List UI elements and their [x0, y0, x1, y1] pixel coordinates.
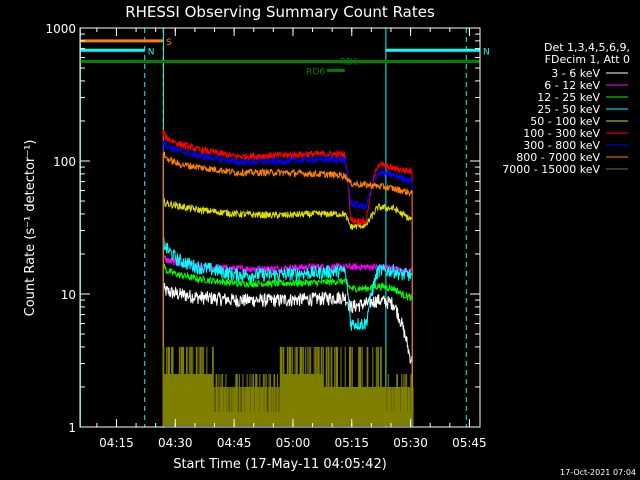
series-line: [162, 129, 413, 428]
state-bar-label-2: N: [483, 47, 490, 57]
x-axis-ticks: 04:15 04:30 04:45 05:00 05:15 05:30 05:45: [96, 28, 487, 450]
legend-label: 800 - 7000 keV: [516, 151, 600, 164]
series-300-800-kev: [162, 140, 413, 428]
series-100-300-kev: [162, 129, 413, 428]
y-tick-label: 100: [53, 155, 76, 169]
series-3-6-kev: [162, 283, 413, 428]
marker-label-0: RD6: [340, 57, 359, 67]
series-line: [162, 140, 413, 428]
legend-label: 50 - 100 keV: [530, 115, 600, 128]
series-line: [162, 262, 413, 428]
series-line: [162, 283, 413, 428]
series-800-7000-kev: [162, 151, 413, 428]
legend: Det 1,3,4,5,6,9,FDecim 1, Att 03 - 6 keV…: [502, 41, 630, 176]
x-tick-label: 05:45: [452, 436, 487, 450]
legend-header: FDecim 1, Att 0: [545, 53, 630, 66]
state-bar-0: [80, 39, 164, 43]
series-line: [162, 151, 413, 428]
y-tick-label: 10: [61, 288, 76, 302]
y-tick-label: 1: [68, 421, 76, 435]
state-bar-4: [327, 68, 345, 72]
footer-timestamp: 17-Oct-2021 07:04: [560, 468, 636, 477]
series-12-25-kev: [162, 262, 413, 428]
x-tick-label: 05:15: [334, 436, 369, 450]
legend-label: 100 - 300 keV: [523, 127, 600, 140]
state-bar-1: [80, 48, 145, 52]
series-band: [163, 386, 414, 426]
x-tick-label: 05:00: [276, 436, 311, 450]
x-tick-label: 04:15: [99, 436, 134, 450]
legend-header: Det 1,3,4,5,6,9,: [544, 41, 630, 54]
series-line: [162, 196, 413, 428]
legend-label: 25 - 50 keV: [537, 103, 600, 116]
x-tick-label: 04:45: [217, 436, 252, 450]
plot-marks: S N N RD6 RD6: [79, 28, 490, 428]
state-bar-3: [80, 59, 480, 63]
series-7000-15000-kev: [162, 346, 414, 426]
series-50-100-kev: [162, 196, 413, 428]
series-line: [162, 236, 413, 428]
x-tick-label: 05:30: [393, 436, 428, 450]
series-25-50-kev: [162, 236, 413, 428]
y-axis-ticks: 1 10 100 1000: [45, 22, 480, 435]
legend-label: 7000 - 15000 keV: [502, 163, 600, 176]
legend-label: 6 - 12 keV: [544, 79, 600, 92]
legend-label: 12 - 25 keV: [537, 91, 600, 104]
state-bar-2: [385, 48, 480, 52]
legend-label: 300 - 800 keV: [523, 139, 600, 152]
state-bar-label-4: RD6: [306, 67, 325, 77]
state-bar-label-0: S: [166, 38, 172, 48]
y-tick-label: 1000: [45, 22, 76, 36]
plot-frame: [79, 27, 481, 428]
chart-title: RHESSI Observing Summary Count Rates: [125, 3, 435, 21]
x-axis-label: Start Time (17-May-11 04:05:42): [173, 457, 387, 472]
y-axis-label: Count Rate (s⁻¹ detector⁻¹): [23, 140, 38, 317]
state-bar-label-1: N: [148, 47, 155, 57]
legend-label: 3 - 6 keV: [551, 67, 600, 80]
x-tick-label: 04:30: [158, 436, 193, 450]
